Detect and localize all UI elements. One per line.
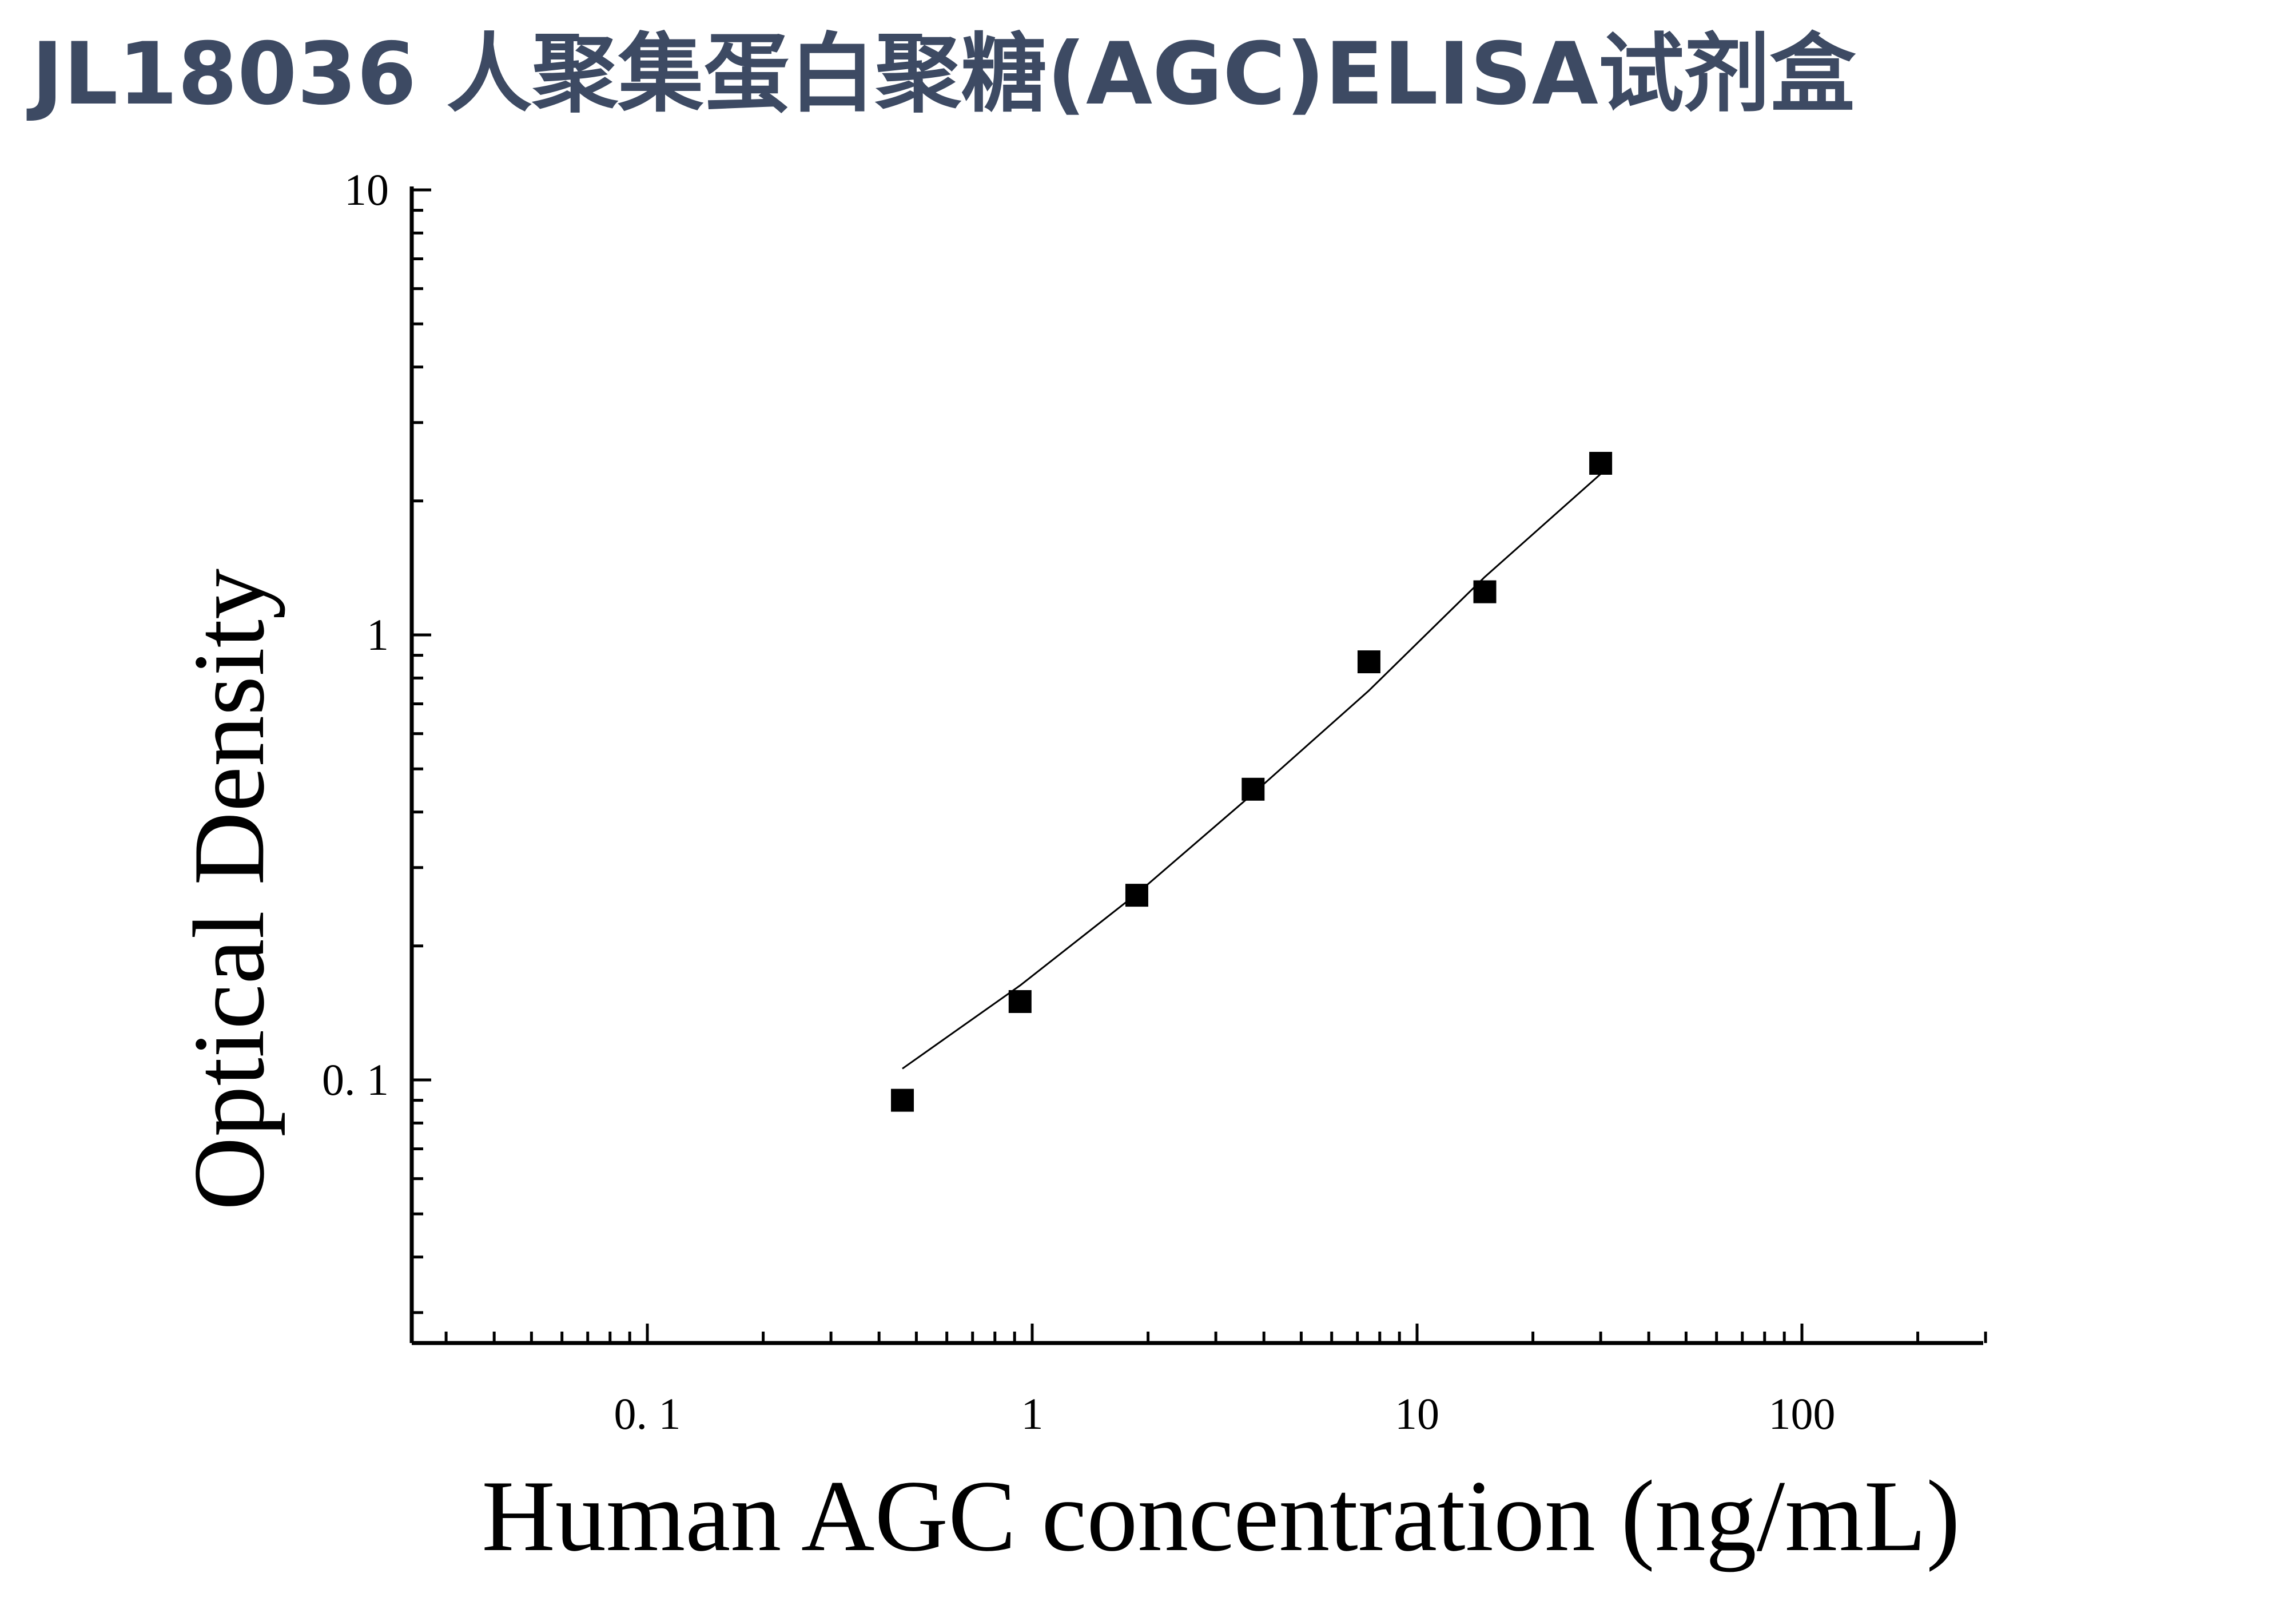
fit-curve [902, 473, 1602, 1070]
y-tick-label: 10 [344, 165, 389, 214]
data-point [1125, 884, 1148, 907]
y-axis-ticks: 0. 1 1 10 [322, 165, 431, 1314]
data-point [1241, 777, 1265, 801]
y-tick-label: 0. 1 [322, 1055, 389, 1105]
data-point [1473, 580, 1497, 603]
data-point [1589, 451, 1613, 475]
data-point [1008, 990, 1032, 1014]
x-axis-ticks: 0. 1 1 10 100 [444, 1324, 1987, 1439]
data-points [891, 451, 1613, 1112]
x-tick-label: 10 [1395, 1389, 1439, 1439]
x-axis-title: Human AGC concentration (ng/mL) [482, 1459, 1960, 1572]
data-point [1357, 650, 1380, 674]
x-tick-label: 0. 1 [614, 1389, 681, 1439]
fit-curve-group [902, 473, 1602, 1070]
data-point [891, 1088, 914, 1112]
page-title: JL18036 人聚集蛋白聚糖(AGC)ELISA试剂盒 [31, 25, 1856, 124]
axes [409, 186, 1983, 1345]
x-tick-label: 100 [1769, 1389, 1836, 1439]
y-tick-label: 1 [367, 610, 389, 660]
x-tick-label: 1 [1021, 1389, 1044, 1439]
y-axis-title: Optical Density [172, 569, 285, 1210]
